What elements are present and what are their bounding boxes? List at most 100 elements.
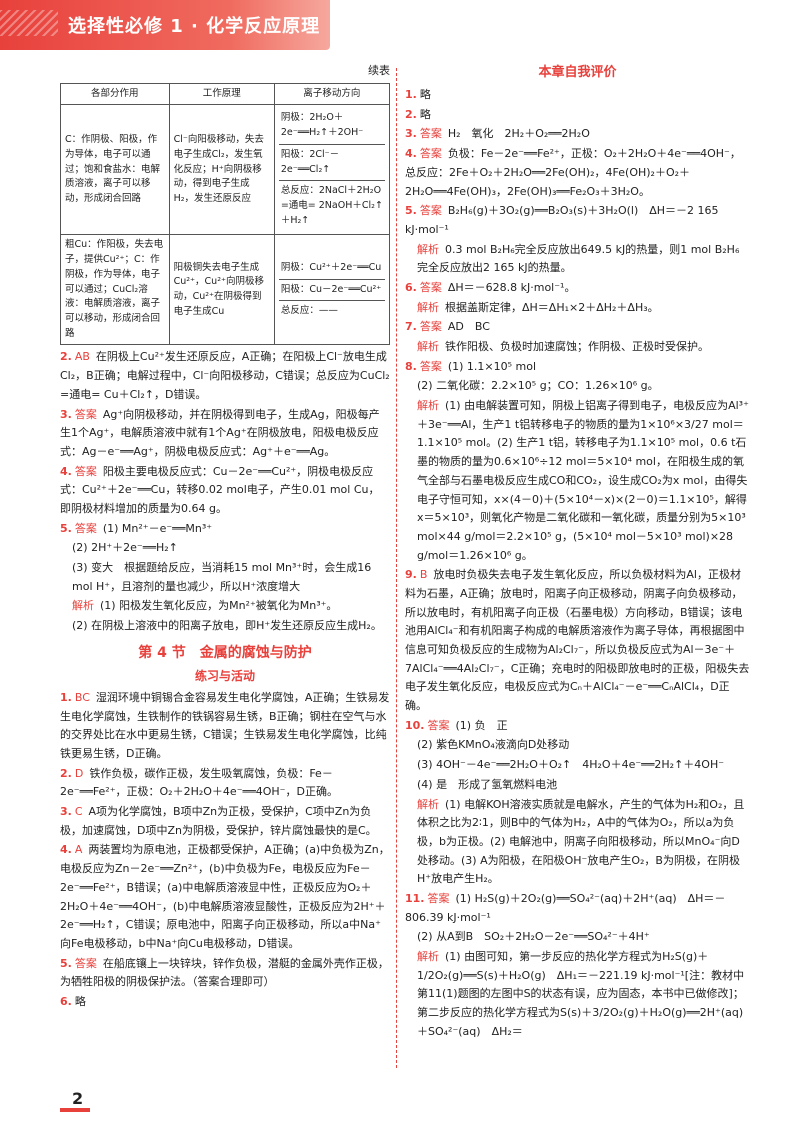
answer-text: Ag⁺向阴极移动，并在阴极得到电子，生成Ag，阳极每产生1个Ag⁺，电解质溶液中… (60, 407, 380, 458)
answer-item: 4. 答案 负极：Fe－2e⁻══Fe²⁺，正极：O₂＋2H₂O＋4e⁻══4OH⁻… (405, 145, 750, 201)
answer-text: (1) 1.1×10⁵ mol (447, 359, 537, 373)
answer-tag: 答案 (427, 891, 450, 905)
answer-text: AD BC (447, 320, 490, 334)
table-cell-role: 粗Cu：作阳极，失去电子，提供Cu²⁺；C：作阴极，作为导体，电子可以通过；Cu… (60, 234, 170, 346)
question-number: 3. (60, 407, 72, 421)
answer-item: (3) 4OH⁻－4e⁻══2H₂O＋O₂↑ 4H₂O＋4e⁻══2H₂↑＋4O… (405, 756, 750, 775)
table-cell-principle: Cl⁻向阳极移动，失去电子生成Cl₂，发生氧化反应；H⁺向阴极移动，得到电子生成… (168, 104, 275, 236)
question-number: 4. (405, 147, 417, 161)
question-number: 4. (60, 843, 72, 857)
answer-text: (1) 由电解装置可知，阴极上铝离子得到电子，电极反应为Al³⁺＋3e⁻══Al… (417, 399, 749, 562)
answer-item: 解析 (1) 由电解装置可知，阴极上铝离子得到电子，电极反应为Al³⁺＋3e⁻══… (405, 397, 750, 565)
answer-tag: 解析 (417, 797, 439, 811)
answer-item: (2) 从A到B SO₂＋2H₂O－2e⁻══SO₄²⁻＋4H⁺ (405, 928, 750, 947)
question-number: 1. (405, 88, 417, 102)
answer-text: 放电时负极失去电子发生氧化反应，所以负极材料为Al，正极材料为石墨，A正确；放电… (405, 568, 750, 713)
answer-text: (1) H₂S(g)＋2O₂(g)══SO₄²⁻(aq)＋2H⁺(aq) ΔH＝… (405, 891, 726, 924)
answer-item: 5. 答案 在船底镶上一块锌块，锌作负极，潜艇的金属外壳作正极，为牺牲阳极的阴极保护… (60, 955, 390, 992)
answer-text: A项为化学腐蚀，B项中Zn为正极，受保护，C项中Zn为负极，加速腐蚀，D项中Zn… (60, 805, 377, 837)
answer-item: 10. 答案 (1) 负 正 (405, 717, 750, 736)
table-cell-ion: 阴极：Cu²⁺＋2e⁻══Cu 阳极：Cu－2e⁻══Cu²⁺ 总反应：—— (273, 234, 391, 346)
answer-tag: BC (74, 690, 90, 704)
answer-tag: 答案 (419, 320, 442, 334)
answer-text: 略 (419, 88, 431, 102)
answer-text: B₂H₆(g)＋3O₂(g)══B₂O₃(s)＋3H₂O(l) ΔH＝－2 16… (405, 204, 719, 236)
answer-list-b: 1. BC 湿润环境中铜锡合金容易发生电化学腐蚀，A正确；生铁易发生电化学腐蚀，生铁… (60, 689, 390, 1012)
answer-text: (3) 4OH⁻－4e⁻══2H₂O＋O₂↑ 4H₂O＋4e⁻══2H₂↑＋4O… (417, 758, 725, 772)
answer-line: (2) 在阴极上溶液中的阳离子放电，即H⁺发生还原反应生成H₂。 (72, 619, 382, 633)
answer-text: (2) 紫色KMnO₄液滴向D处移动 (417, 738, 570, 752)
answer-text: (1) 负 正 (455, 718, 508, 732)
answer-item: 3. 答案 Ag⁺向阴极移动，并在阴极得到电子，生成Ag，阳极每产生1个Ag⁺，电解… (60, 406, 390, 462)
header-title: 选择性必修 1 · 化学反应原理 (68, 16, 321, 37)
answer-tag: 答案 (74, 407, 97, 421)
section-title: 第 4 节 金属的腐蚀与防护 (138, 644, 312, 661)
answer-item: 解析 (1) 电解KOH溶液实质就是电解水，产生的气体为H₂和O₂，且体积之比为2… (405, 796, 750, 889)
answer-item: 11. 答案 (1) H₂S(g)＋2O₂(g)══SO₄²⁻(aq)＋2H⁺(aq… (405, 890, 750, 927)
answer-item: 4. A 两装置均为原电池，正极都受保护，A正确；(a)中负极为Zn，电极反应为Zn… (60, 841, 390, 953)
table-cell-principle: 阳极铜失去电子生成Cu²⁺，Cu²⁺向阴极移动，Cu²⁺在阴极得到电子生成Cu (168, 234, 275, 346)
answer-tag: AB (74, 350, 90, 364)
answer-item: 3. 答案 H₂ 氧化 2H₂＋O₂══2H₂O (405, 125, 750, 144)
question-number: 11. (405, 891, 425, 905)
answer-text: 0.3 mol B₂H₆完全反应放出649.5 kJ的热量，则1 mol B₂H… (417, 242, 740, 275)
question-number: 4. (60, 464, 72, 478)
answer-item: 5. 答案 (1) Mn²⁺－e⁻══Mn³⁺ (60, 520, 390, 539)
answer-item: 7. 答案 AD BC (405, 318, 750, 337)
answer-item: 1. BC 湿润环境中铜锡合金容易发生电化学腐蚀，A正确；生铁易发生电化学腐蚀，生铁… (60, 689, 390, 764)
answer-text: 略 (419, 107, 431, 121)
question-number: 2. (405, 107, 417, 121)
ion-total: 总反应：2NaCl＋2H₂O =通电= 2NaOH＋Cl₂↑＋H₂↑ (280, 185, 383, 226)
question-number: 6. (405, 280, 417, 294)
answer-item: (2) 紫色KMnO₄液滴向D处移动 (405, 736, 750, 755)
answer-item: 9. B 放电时负极失去电子发生氧化反应，所以负极材料为Al，正极材料为石墨，A正确… (405, 566, 750, 716)
answer-text: (2) 从A到B SO₂＋2H₂O－2e⁻══SO₄²⁻＋4H⁺ (417, 930, 650, 944)
answer-item: (4) 是 形成了氢氧燃料电池 (405, 776, 750, 795)
question-number: 6. (60, 994, 72, 1008)
question-number: 7. (405, 320, 417, 334)
answer-tag: 答案 (419, 147, 442, 161)
table-cell-ion: 阴极：2H₂O＋2e⁻══H₂↑＋2OH⁻ 阳极：2Cl⁻－2e⁻══Cl₂↑ … (273, 104, 391, 236)
question-number: 10. (405, 718, 425, 732)
answer-list-a: 2. AB 在阴极上Cu²⁺发生还原反应，A正确；在阳极上Cl⁻放电生成Cl₂，B正… (60, 348, 390, 538)
answer-text: (1) Mn²⁺－e⁻══Mn³⁺ (102, 521, 213, 535)
answer-item: 解析 根据盖斯定律，ΔH＝ΔH₁×2＋ΔH₂＋ΔH₃。 (405, 299, 750, 318)
answer-tag: D (74, 766, 84, 780)
answer-text: ΔH＝－628.8 kJ·mol⁻¹。 (447, 280, 576, 294)
answer-tag: 答案 (419, 127, 442, 141)
question-number: 5. (60, 956, 72, 970)
answer-tag: 答案 (427, 718, 450, 732)
answer-text: 略 (74, 994, 86, 1008)
ion-anode: 阳极：2Cl⁻－2e⁻══Cl₂↑ (278, 145, 385, 182)
answer-text: 负极：Fe－2e⁻══Fe²⁺，正极：O₂＋2H₂O＋4e⁻══4OH⁻，总反应… (405, 147, 741, 198)
answer-tag: 答案 (74, 464, 97, 478)
answer-list-right: 1. 略 2. 略 3. 答案 H₂ 氧化 2H₂＋O₂══2H₂O 4. 答案 负极：Fe－2e… (405, 86, 750, 1041)
table-header: 离子移动方向 (273, 82, 391, 106)
answer-item: 8. 答案 (1) 1.1×10⁵ mol (405, 358, 750, 377)
answer-tag: 解析 (417, 950, 439, 964)
answer-item: 2. 略 (405, 106, 750, 125)
answer-line: (3) 变大 根据题给反应，当消耗15 mol Mn³⁺时，会生成16 mol … (72, 561, 372, 593)
page-number: 2 (72, 1089, 84, 1108)
table-cell-role: C：作阴极、阳极，作为导体，电子可以通过；饱和食盐水：电解质溶液，离子可以移动，… (60, 104, 170, 236)
answer-item: 解析 铁作阳极、负极时加速腐蚀；作阴极、正极时受保护。 (405, 338, 750, 357)
question-number: 1. (60, 690, 72, 704)
answer-line: (2) 2H⁺＋2e⁻══H₂↑ (72, 541, 178, 555)
table-header: 各部分作用 (60, 82, 170, 106)
left-column: 续表 各部分作用 工作原理 离子移动方向 C：作阴极、阳极，作为导体，电子可以通… (60, 62, 391, 1013)
answer-item: 2. AB 在阴极上Cu²⁺发生还原反应，A正确；在阳极上Cl⁻放电生成Cl₂，B正… (60, 348, 390, 404)
answer-text: 铁作阳极、负极时加速腐蚀；作阴极、正极时受保护。 (445, 340, 709, 354)
ion-total: 总反应：—— (280, 305, 338, 317)
question-number: 2. (60, 350, 72, 364)
answer-tag: 答案 (419, 359, 442, 373)
answer-text: 根据盖斯定律，ΔH＝ΔH₁×2＋ΔH₂＋ΔH₃。 (445, 300, 659, 314)
answer-text: 阳极主要电极反应式：Cu－2e⁻══Cu²⁺，阴极电极反应式：Cu²⁺＋2e⁻═… (60, 464, 380, 515)
table-header-row: 各部分作用 工作原理 离子移动方向 (60, 82, 391, 106)
answer-line: 解析 (1) 阳极发生氧化反应，为Mn²⁺被氧化为Mn³⁺。 (72, 599, 338, 613)
answer-item: 1. 略 (405, 86, 750, 105)
answer-item: 解析 (1) 由图可知，第一步反应的热化学方程式为H₂S(g)＋1/2O₂(g)═… (405, 948, 750, 1041)
answer-tag: 解析 (417, 242, 439, 256)
ion-anode: 阳极：Cu－2e⁻══Cu²⁺ (278, 280, 385, 302)
answer-text: 在阴极上Cu²⁺发生还原反应，A正确；在阳极上Cl⁻放电生成Cl₂，B正确；电解… (60, 350, 390, 401)
answer-item: (2) 二氧化碳：2.2×10⁵ g；CO：1.26×10⁶ g。 (405, 377, 750, 396)
